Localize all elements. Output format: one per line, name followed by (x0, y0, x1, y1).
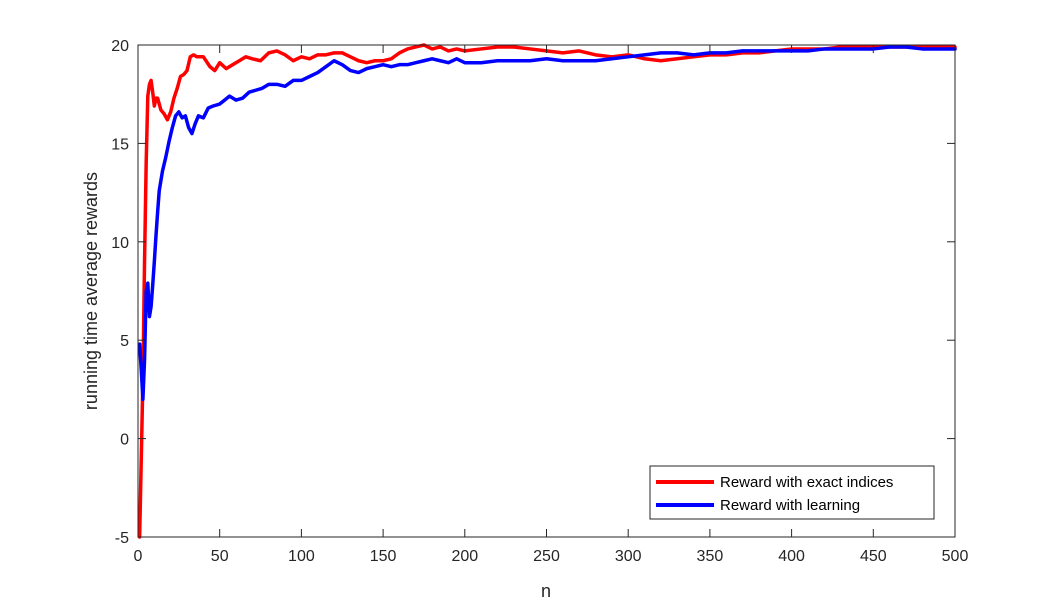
x-tick-label: 450 (860, 548, 887, 565)
x-tick-label: 250 (533, 548, 560, 565)
x-tick-label: 200 (451, 548, 478, 565)
y-tick-label: 15 (111, 136, 129, 153)
y-tick-label: 10 (111, 235, 129, 252)
y-tick-label: -5 (115, 530, 129, 547)
x-axis-label: n (541, 581, 551, 601)
x-tick-label: 500 (942, 548, 969, 565)
x-tick-label: 350 (697, 548, 724, 565)
legend-entry-learning: Reward with learning (720, 497, 860, 514)
y-tick-label: 20 (111, 38, 129, 55)
x-tick-label: 300 (615, 548, 642, 565)
y-axis-label: running time average rewards (81, 172, 101, 410)
plot-area (138, 45, 955, 537)
legend-entry-exact-indices: Reward with exact indices (720, 474, 893, 491)
x-tick-label: 100 (288, 548, 315, 565)
x-tick-label: 0 (134, 548, 143, 565)
axis-ticks: 0 50 100 150 200 250 300 350 400 450 500 -5 0 5 10 15 20 (111, 38, 968, 565)
series-line-exact-indices (137, 43, 957, 539)
x-tick-label: 150 (370, 548, 397, 565)
x-tick-label: 400 (778, 548, 805, 565)
y-tick-label: 0 (120, 432, 129, 449)
legend: Reward with exact indices Reward with le… (649, 465, 935, 520)
legend-box (649, 465, 935, 520)
x-tick-label: 50 (211, 548, 229, 565)
y-tick-label: 5 (120, 333, 129, 350)
